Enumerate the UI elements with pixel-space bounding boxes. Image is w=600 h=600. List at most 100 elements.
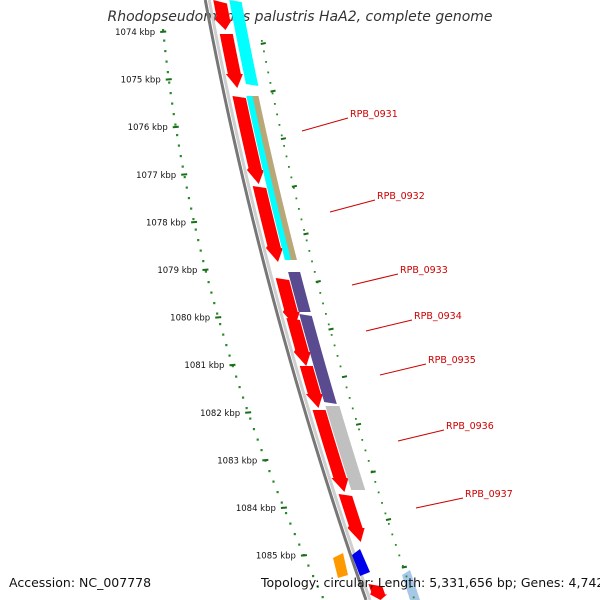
scale-dot xyxy=(238,386,241,389)
backbone-dark xyxy=(203,0,368,600)
scale-dot xyxy=(228,354,231,357)
gene-label: RPB_0933 xyxy=(400,265,448,276)
outer-dot xyxy=(280,134,283,137)
gene-leader-line xyxy=(397,429,445,442)
outer-tick xyxy=(303,232,309,236)
outer-tick xyxy=(355,422,362,426)
scale-tick-label: 1076 kbp xyxy=(128,123,168,133)
scale-tick xyxy=(191,220,198,224)
outer-dot xyxy=(384,512,387,515)
cds-arrow xyxy=(368,584,388,600)
scale-tick xyxy=(215,316,222,319)
scale-dot xyxy=(183,176,186,179)
scale-dot xyxy=(284,512,288,515)
outer-dot xyxy=(409,586,411,588)
outer-dot xyxy=(295,197,298,200)
outer-dot xyxy=(311,260,313,263)
scale-dot xyxy=(256,438,259,441)
scale-dot xyxy=(289,522,292,525)
outer-dot xyxy=(367,460,370,462)
outer-dot xyxy=(336,355,339,357)
backbone-light xyxy=(207,0,372,600)
cds-arrow xyxy=(275,278,300,326)
scale-dot xyxy=(222,333,225,336)
scale-tick-label: 1074 kbp xyxy=(115,28,155,38)
outer-dot xyxy=(339,365,342,368)
scale-dot xyxy=(202,260,205,263)
scale-tick-label: 1078 kbp xyxy=(146,218,186,228)
cds-arrow xyxy=(338,494,365,542)
scale-dot xyxy=(213,302,216,305)
scale-dot xyxy=(252,428,256,431)
outer-dot xyxy=(267,71,270,74)
outer-tick xyxy=(291,184,298,188)
gene-label: RPB_0936 xyxy=(446,421,494,432)
gene-label: RPB_0931 xyxy=(350,109,398,120)
gene-leader-line xyxy=(329,199,376,213)
outer-dot xyxy=(265,61,267,63)
outer-ruler xyxy=(260,40,415,599)
scale-dot xyxy=(169,92,172,95)
scale-tick-label: 1080 kbp xyxy=(170,314,210,324)
scale-dot xyxy=(177,144,181,147)
outer-dot xyxy=(305,239,308,242)
scale-dot xyxy=(194,228,197,231)
scale-dot xyxy=(165,60,168,63)
scale-dot xyxy=(231,365,234,368)
outer-dot xyxy=(387,523,390,525)
scale-tick-label: 1082 kbp xyxy=(200,409,240,419)
outer-dot xyxy=(276,113,279,116)
outer-dot xyxy=(290,176,293,179)
outer-tick xyxy=(260,42,266,45)
scale-dot xyxy=(197,239,200,242)
gene-label: RPB_0937 xyxy=(465,489,513,500)
gene-leader-line xyxy=(351,273,399,286)
scale-tick xyxy=(160,30,167,33)
purple-track xyxy=(288,272,311,312)
cds-arrow xyxy=(213,0,232,30)
scale-dot xyxy=(241,396,245,399)
scale-tick xyxy=(262,458,269,462)
outer-dot xyxy=(283,145,286,147)
scale-dot xyxy=(164,50,167,53)
gene-label: RPB_0935 xyxy=(428,355,476,366)
scale-dot xyxy=(192,218,195,221)
scale-dot xyxy=(179,155,182,158)
scale-tick xyxy=(229,363,236,367)
outer-dot xyxy=(308,250,311,252)
outer-dot xyxy=(260,40,263,42)
cds-arrow xyxy=(286,318,311,366)
outer-dot xyxy=(263,50,265,53)
outer-dot xyxy=(345,386,348,389)
gene-label: RPB_0934 xyxy=(414,311,462,322)
outer-dot xyxy=(288,166,290,168)
outer-tick xyxy=(370,470,376,474)
outer-dot xyxy=(292,187,295,189)
scale-dot xyxy=(245,407,248,410)
scale-dot xyxy=(235,375,238,378)
outer-dot xyxy=(405,575,408,578)
scale-dot xyxy=(225,344,228,347)
scale-dot xyxy=(307,564,310,567)
cds-arrow xyxy=(232,96,264,184)
blue-arrow xyxy=(352,549,370,576)
scale-dot xyxy=(321,596,324,599)
scale-dot xyxy=(168,81,171,84)
scale-tick xyxy=(280,506,287,509)
scale-dot xyxy=(249,417,252,420)
scale-tick-label: 1081 kbp xyxy=(184,361,224,371)
outer-dot xyxy=(394,544,397,546)
outer-dot xyxy=(273,103,276,105)
outer-dot xyxy=(330,334,333,336)
outer-dot xyxy=(322,302,324,305)
gene-leader-line xyxy=(415,497,464,509)
scale-dot xyxy=(163,39,166,42)
scale-tick xyxy=(172,125,179,129)
scale-dot xyxy=(268,470,271,473)
outer-tick xyxy=(315,280,321,283)
scale-dot xyxy=(316,585,319,588)
gene-leader-line xyxy=(301,117,349,132)
scale-tick xyxy=(181,173,188,176)
gene-label: RPB_0932 xyxy=(377,191,425,202)
feature-tracks xyxy=(213,0,420,600)
